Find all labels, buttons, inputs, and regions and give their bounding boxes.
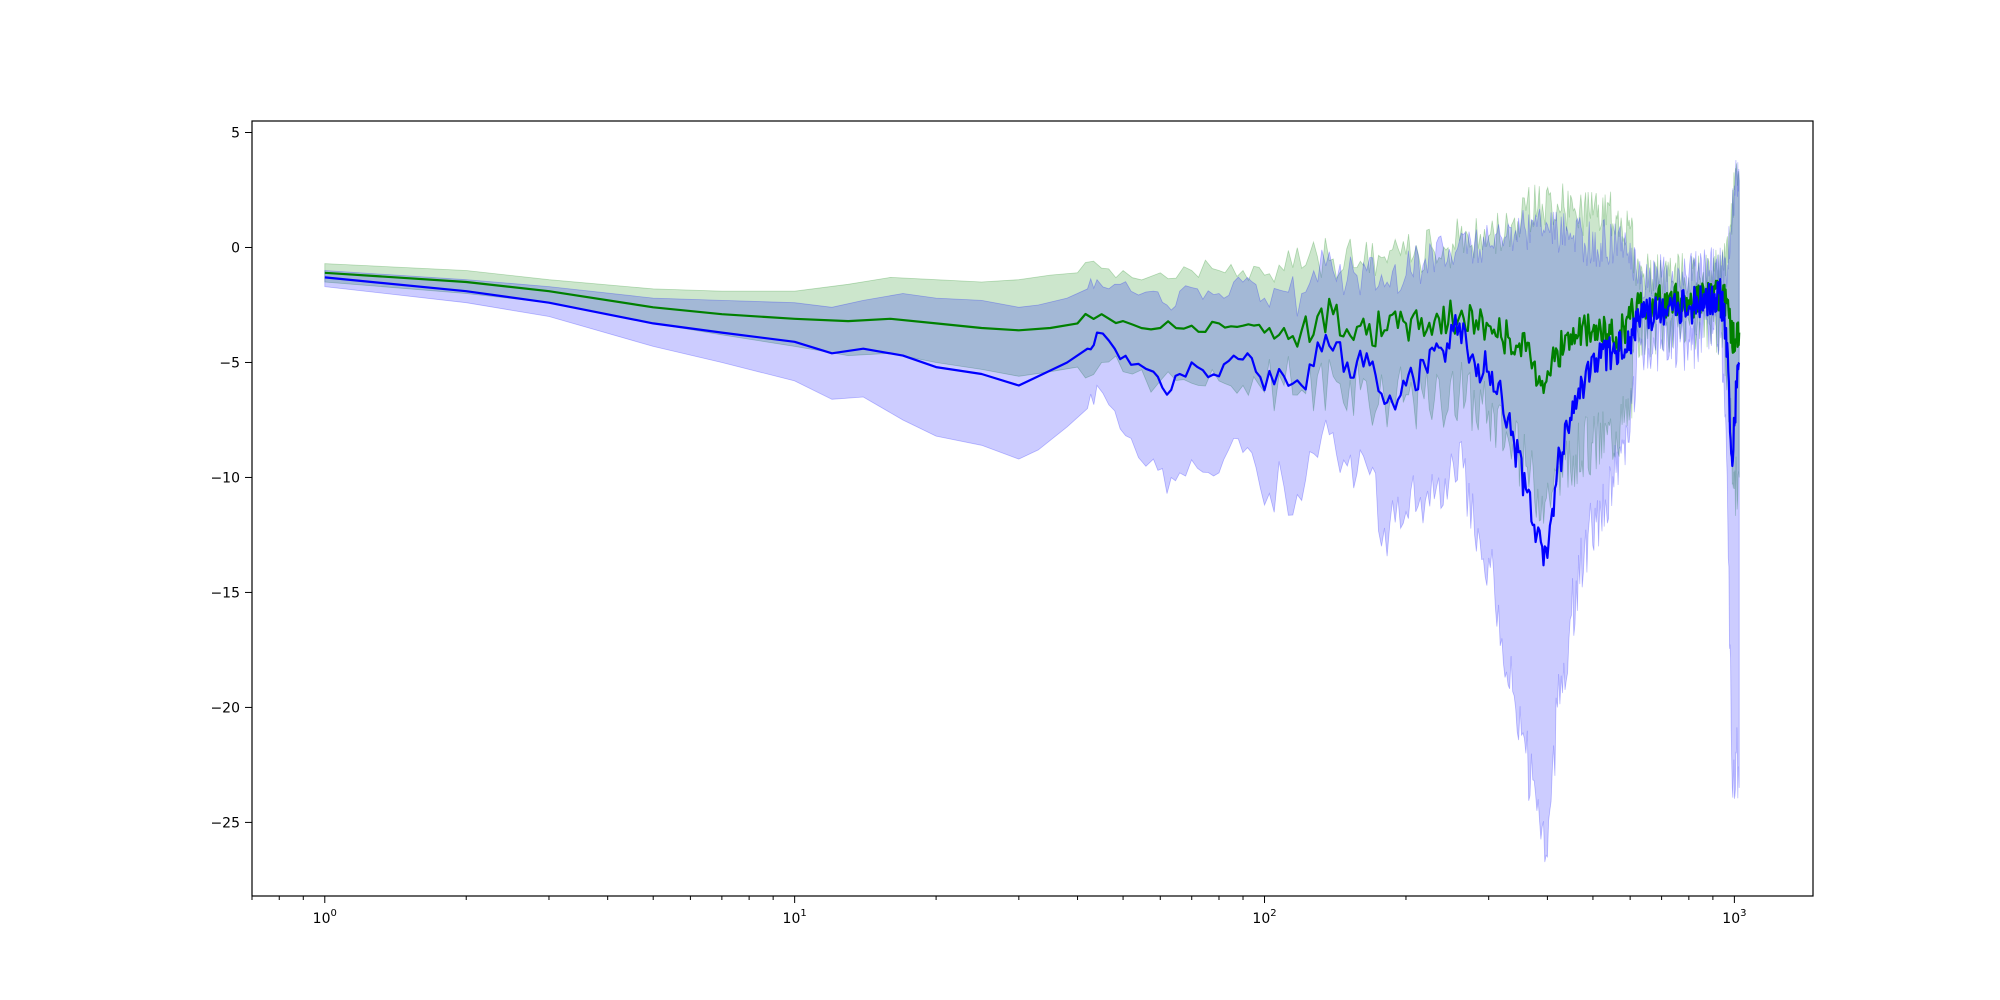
y-tick-label: −5 [219, 355, 240, 371]
series-2-band [324, 159, 1740, 863]
confidence-bands [324, 159, 1740, 863]
x-tick-label: 100 [313, 908, 337, 927]
y-tick-label: −20 [210, 700, 240, 716]
x-tick-label: 101 [783, 908, 807, 927]
y-tick-label: −15 [210, 585, 240, 601]
y-tick-label: 0 [231, 240, 240, 256]
y-tick-label: −25 [210, 815, 240, 831]
x-tick-label: 102 [1252, 908, 1276, 927]
x-tick-label: 103 [1722, 908, 1746, 927]
y-tick-label: 5 [231, 125, 240, 141]
plot-frame [251, 120, 1814, 897]
series-1-band [324, 163, 1740, 524]
x-axis: 100 101 102 103 [251, 896, 1746, 927]
y-axis: 5 0 −5 −10 −15 −20 −25 [210, 125, 252, 831]
series-2-line [324, 276, 1741, 567]
series-lines [324, 271, 1741, 567]
y-tick-label: −10 [210, 470, 240, 486]
